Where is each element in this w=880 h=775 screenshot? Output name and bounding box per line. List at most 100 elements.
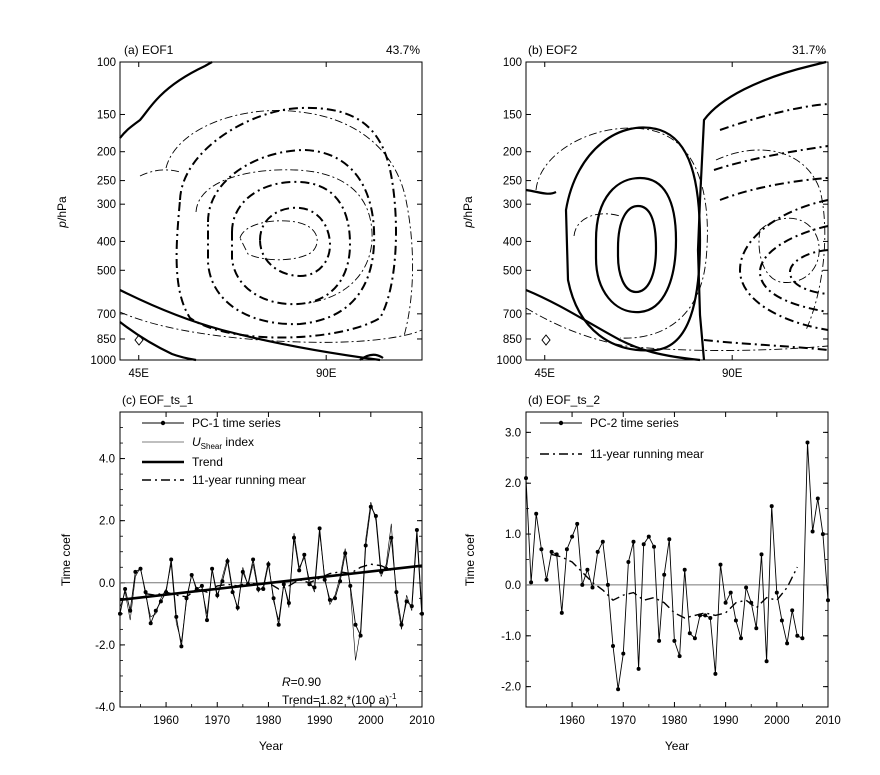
legend-ushear-text: UShear index (192, 435, 254, 451)
pc-series-point (672, 638, 677, 643)
x-tick-label: 1970 (610, 715, 636, 727)
contour-line (564, 126, 702, 352)
y-tick-label: 400 (503, 236, 522, 248)
y-tick-label: -2.0 (501, 682, 521, 694)
pc-series-point (199, 583, 204, 588)
x-tick-label: 2010 (815, 715, 841, 727)
pc-series-point (585, 567, 590, 572)
contour-line (119, 61, 213, 139)
panel-d-ylabel: Time coef (463, 533, 477, 586)
contour-line (231, 180, 352, 306)
pc-series-point (580, 582, 585, 587)
contour-line (573, 213, 621, 237)
contour-line (696, 60, 827, 361)
pc-series-point (322, 577, 327, 582)
x-tick-label: 45E (535, 368, 556, 380)
pc-series-point (820, 532, 825, 537)
contour-line (715, 149, 826, 331)
y-tick-label: 1.0 (505, 529, 521, 541)
contour-line (258, 206, 332, 278)
pc-series-point (621, 651, 626, 656)
x-tick-label: 1960 (153, 715, 179, 727)
pc-series-point (677, 654, 682, 659)
contour-line (738, 199, 829, 331)
pc-series-point (810, 529, 815, 534)
pc-series-point (759, 552, 764, 557)
contour-line (713, 145, 829, 171)
pc-series-point (534, 511, 539, 516)
running-mean-line (145, 563, 392, 598)
pc-series-point (575, 521, 580, 526)
panel-c-r-annotation: R=0.90 (282, 675, 321, 689)
pc-series-point (307, 582, 312, 587)
y-tick-label: 3.0 (505, 427, 521, 439)
panel-c-ylabel: Time coef (59, 533, 73, 586)
contour-line (788, 249, 829, 295)
panel-b-ylabel: p/hPa (461, 196, 475, 229)
y-tick-label: 400 (97, 236, 116, 248)
pc-series-point (718, 562, 723, 567)
legend-pc1-marker (160, 420, 166, 426)
pc-series-point (692, 636, 697, 641)
y-tick-label: 200 (97, 147, 116, 159)
pc-series-point (723, 600, 728, 605)
x-tick-label: 1990 (713, 715, 739, 727)
panel-d-legend: PC-2 time series 11-year running mear (540, 416, 704, 461)
pc-series-point (646, 534, 651, 539)
panel-b-x-ticks: 45E 90E (535, 62, 743, 380)
contour-line (119, 311, 423, 343)
contour-line (535, 127, 708, 339)
contour-line (165, 110, 413, 337)
panel-b-frame (525, 61, 829, 361)
contour-line (175, 106, 397, 339)
contour-line (359, 353, 384, 361)
pc-series-point (687, 631, 692, 636)
panel-a-x-ticks: 45E 90E (129, 62, 337, 380)
contour-line (119, 289, 381, 362)
pc-series-point (769, 504, 774, 509)
pc-series-point (764, 659, 769, 664)
pc-series-point (215, 593, 220, 598)
legend-running-mean-text: 11-year running mear (590, 447, 704, 461)
panel-a-frame (119, 61, 423, 361)
panel-d-title: (d) EOF_ts_2 (528, 393, 600, 407)
pc-series-point (744, 585, 749, 590)
y-tick-label: 700 (503, 309, 522, 321)
pc-series-point (785, 641, 790, 646)
legend-running-mean-text: 11-year running mear (192, 473, 306, 487)
pc-series-point (539, 547, 544, 552)
panel-a: (a) EOF1 43.7% p/hPa 100 150 200 250 300 400 5… (55, 43, 423, 380)
pc-series-point (795, 633, 800, 638)
pc-series-point (317, 526, 322, 531)
pc-series-point (657, 638, 662, 643)
pc-series-point (774, 590, 779, 595)
x-tick-label: 1970 (204, 715, 230, 727)
pc-series-point (652, 544, 656, 549)
pc-series-point (414, 528, 419, 532)
legend-pc2-text: PC-2 time series (590, 416, 679, 430)
y-tick-label: 850 (503, 334, 522, 346)
x-tick-label: 2000 (358, 715, 384, 727)
pc-series-point (631, 539, 636, 544)
pc-series-point (399, 622, 404, 627)
y-tick-label: 200 (503, 147, 522, 159)
pc-series-point (564, 547, 569, 552)
x-tick-label: 1980 (256, 715, 282, 727)
pc-series-point (353, 622, 358, 627)
pc-series-point (261, 587, 266, 591)
pc-series-line (525, 442, 829, 690)
panel-c-plot-area (118, 502, 424, 661)
y-tick-label: 1000 (90, 355, 116, 367)
panel-a-y-ticks: 100 150 200 250 300 400 500 700 850 1000 (90, 57, 422, 367)
pc-series-point (779, 618, 784, 623)
panel-b: (b) EOF2 31.7% p/hPa 100 150 200 250 300 400 5… (461, 43, 829, 380)
x-tick-label: 2000 (764, 715, 790, 727)
x-tick-label: 1960 (559, 715, 585, 727)
pc-series-point (733, 618, 738, 623)
contour-line (758, 225, 829, 313)
pc-series-point (123, 587, 128, 591)
pc-series-point (800, 636, 805, 641)
contour-line (195, 169, 373, 305)
contour-line (594, 176, 678, 314)
